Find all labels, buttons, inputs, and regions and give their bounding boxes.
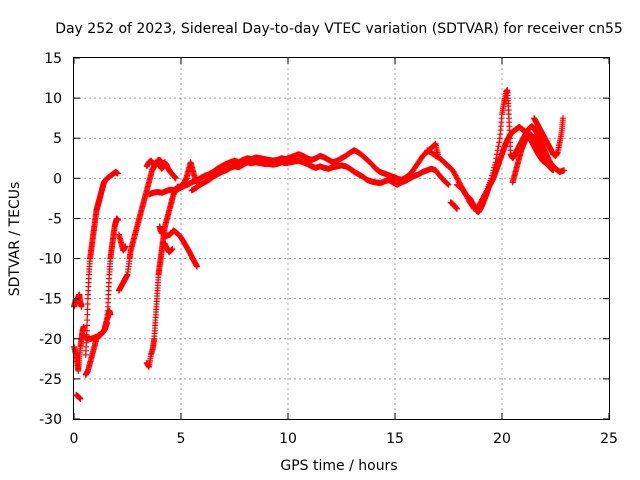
data-point: [561, 167, 568, 174]
data-point: [172, 175, 179, 182]
data-point: [454, 205, 461, 212]
series-track-11: [156, 223, 201, 270]
y-tick-label: -25: [39, 372, 62, 388]
data-point: [84, 322, 91, 329]
chart-title: Day 252 of 2023, Sidereal Day-to-day VTE…: [55, 21, 623, 37]
data-point: [444, 181, 451, 188]
series-track-17: [454, 123, 557, 216]
plot-frame: [73, 57, 610, 420]
data-point: [445, 181, 452, 188]
data-point: [84, 317, 91, 324]
y-axis-label: SDTVAR / TECUs: [7, 182, 23, 297]
series-track-12: [159, 239, 176, 256]
y-tick-label: -10: [39, 252, 62, 268]
x-tick-label: 10: [279, 431, 297, 447]
y-tick-label: -15: [39, 292, 62, 308]
y-tick-label: 10: [44, 91, 62, 107]
series-track-16: [447, 199, 461, 212]
data-point: [84, 311, 91, 318]
series-track-9: [143, 157, 179, 182]
y-tick-label: 15: [44, 51, 62, 67]
y-tick-label: -5: [48, 211, 62, 227]
data-point: [122, 243, 129, 250]
data-point: [84, 306, 91, 313]
data-point: [77, 395, 84, 402]
grid-lines: [74, 58, 609, 419]
series-track-18: [509, 131, 555, 186]
data-point: [78, 303, 85, 310]
y-tick-label: 0: [53, 171, 62, 187]
data-point: [495, 143, 502, 150]
data-point: [548, 160, 555, 167]
data-point: [107, 311, 114, 318]
x-tick-label: 5: [177, 431, 186, 447]
data-point: [84, 301, 91, 308]
data-point: [559, 115, 566, 122]
series-track-3: [73, 391, 84, 402]
data-point: [114, 170, 121, 177]
series-track-19: [531, 115, 566, 159]
data-point: [169, 245, 176, 252]
x-axis-label: GPS time / hours: [280, 458, 397, 474]
y-tick-label: -30: [39, 412, 62, 428]
x-tick-label: 20: [493, 431, 511, 447]
x-tick-label: 0: [70, 431, 79, 447]
series-track-14: [188, 157, 452, 194]
axes: 0 5 10 15 20 25 -30 -25 -20 -15 -10 -5 0 5 10 15: [39, 51, 618, 447]
data-point: [80, 323, 87, 330]
data-point: [194, 263, 201, 270]
y-tick-label: -20: [39, 332, 62, 348]
y-tick-label: 5: [53, 131, 62, 147]
data-point: [494, 147, 501, 154]
series-track-4: [82, 168, 121, 358]
data-point: [114, 217, 121, 224]
data-points: [71, 87, 568, 402]
x-tick-label: 25: [600, 431, 618, 447]
x-tick-label: 15: [386, 431, 404, 447]
series-track-6: [79, 307, 114, 342]
series-track-7: [115, 231, 129, 254]
data-point: [550, 167, 557, 174]
data-point: [496, 139, 503, 146]
data-point: [83, 327, 90, 334]
